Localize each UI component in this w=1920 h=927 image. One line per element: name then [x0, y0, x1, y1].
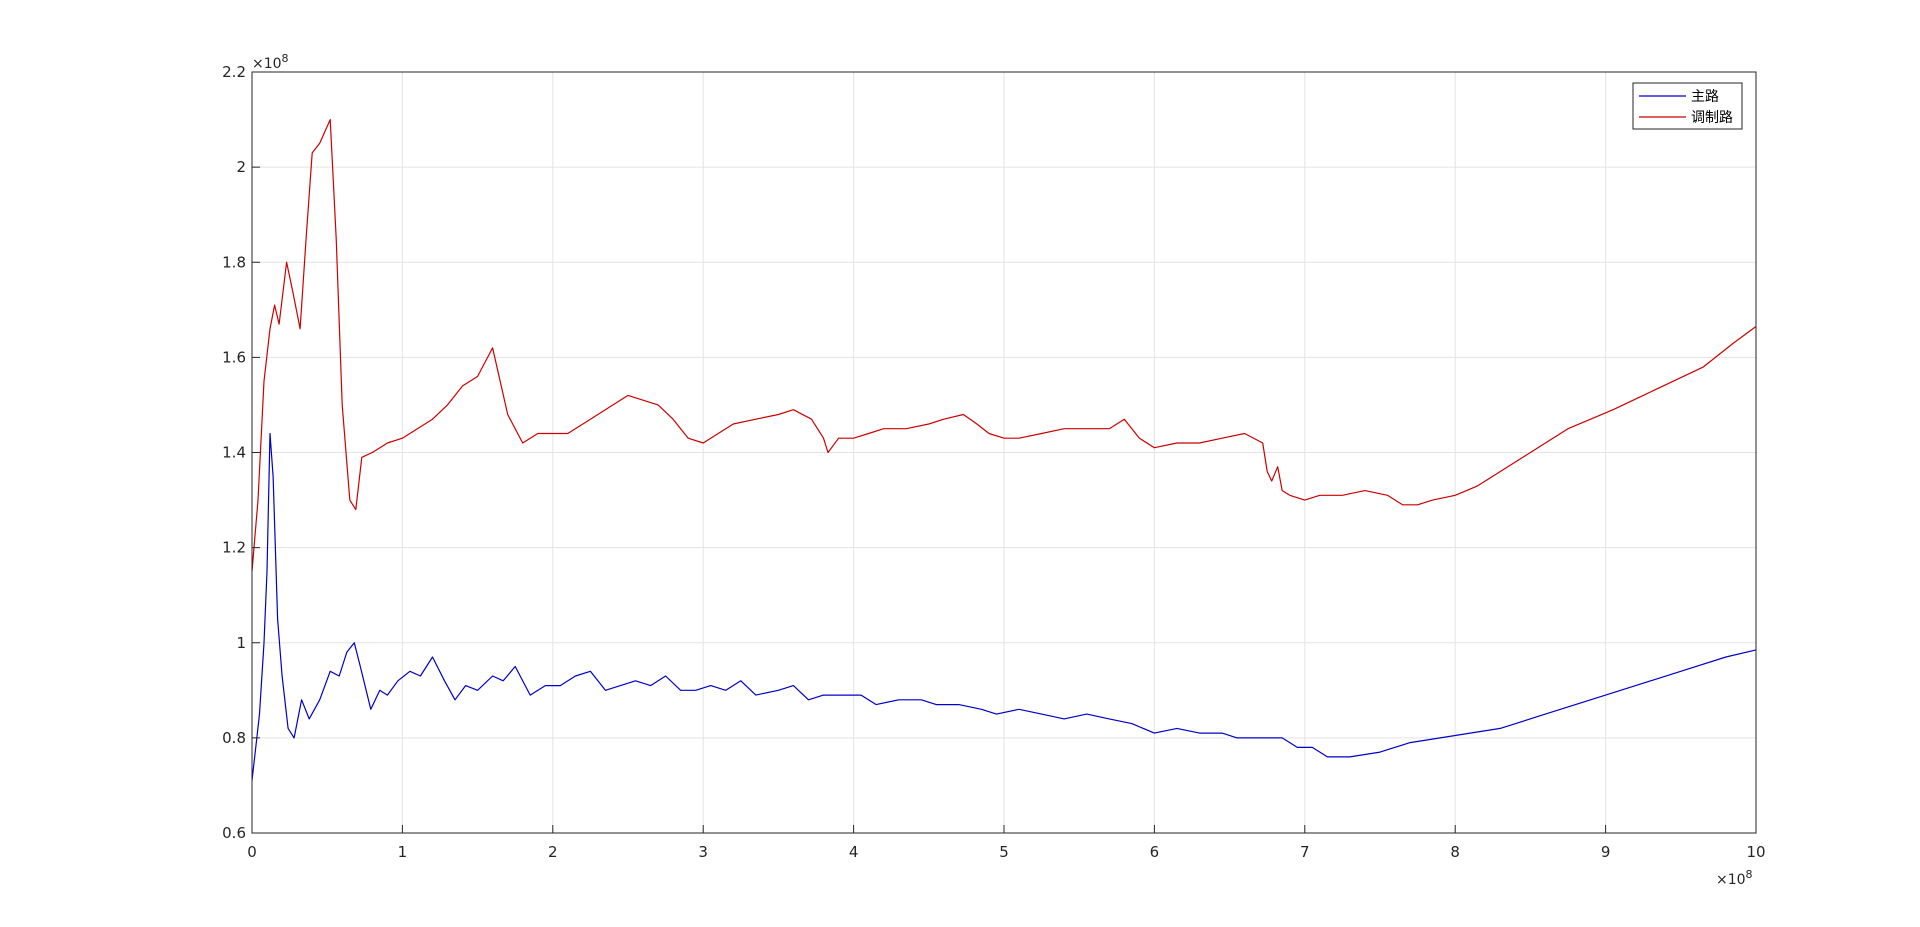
y-tick-label: 0.8 — [222, 729, 246, 747]
tick-labels: 0 1 2 3 4 5 6 7 8 9 10 0.6 0.8 1 1.2 1.4 1.6 1.8 2 2.2 — [222, 63, 1765, 861]
x-tick-label: 0 — [247, 843, 257, 861]
legend-label-main: 主路 — [1691, 89, 1719, 105]
x-tick-label: 3 — [698, 843, 708, 861]
legend: 主路 调制路 — [1632, 82, 1743, 130]
y-tick-label: 1.8 — [222, 253, 246, 271]
x-tick-label: 1 — [398, 843, 408, 861]
y-tick-label: 1.6 — [222, 348, 246, 366]
y-tick-label: 1.4 — [222, 444, 246, 462]
series-modulated-line — [251, 119, 1757, 572]
x-tick-label: 5 — [999, 843, 1009, 861]
x-tick-label: 8 — [1450, 843, 1460, 861]
x-tick-label: 6 — [1150, 843, 1160, 861]
y-axis-exponent-label: ×108 — [252, 52, 289, 72]
x-tick-label: 10 — [1746, 843, 1765, 861]
series-layer — [251, 119, 1757, 781]
x-tick-label: 7 — [1300, 843, 1310, 861]
y-tick-label: 1 — [236, 634, 246, 652]
y-tick-label: 2 — [236, 158, 246, 176]
y-tick-label: 1.2 — [222, 539, 246, 557]
legend-box — [1632, 82, 1743, 130]
x-axis-exponent-label: ×108 — [1716, 868, 1753, 888]
series-main-line — [251, 432, 1757, 781]
legend-label-modulated: 调制路 — [1691, 110, 1733, 126]
x-tick-label: 2 — [548, 843, 558, 861]
y-tick-label: 0.6 — [222, 824, 246, 842]
x-tick-label: 4 — [849, 843, 859, 861]
plot-area: 0 1 2 3 4 5 6 7 8 9 10 0.6 0.8 1 1.2 1.4 1.6 1.8 2 2.2 ×108… — [222, 52, 1765, 888]
ticks — [251, 71, 1757, 834]
y-tick-label: 2.2 — [222, 63, 246, 81]
x-tick-label: 9 — [1601, 843, 1611, 861]
